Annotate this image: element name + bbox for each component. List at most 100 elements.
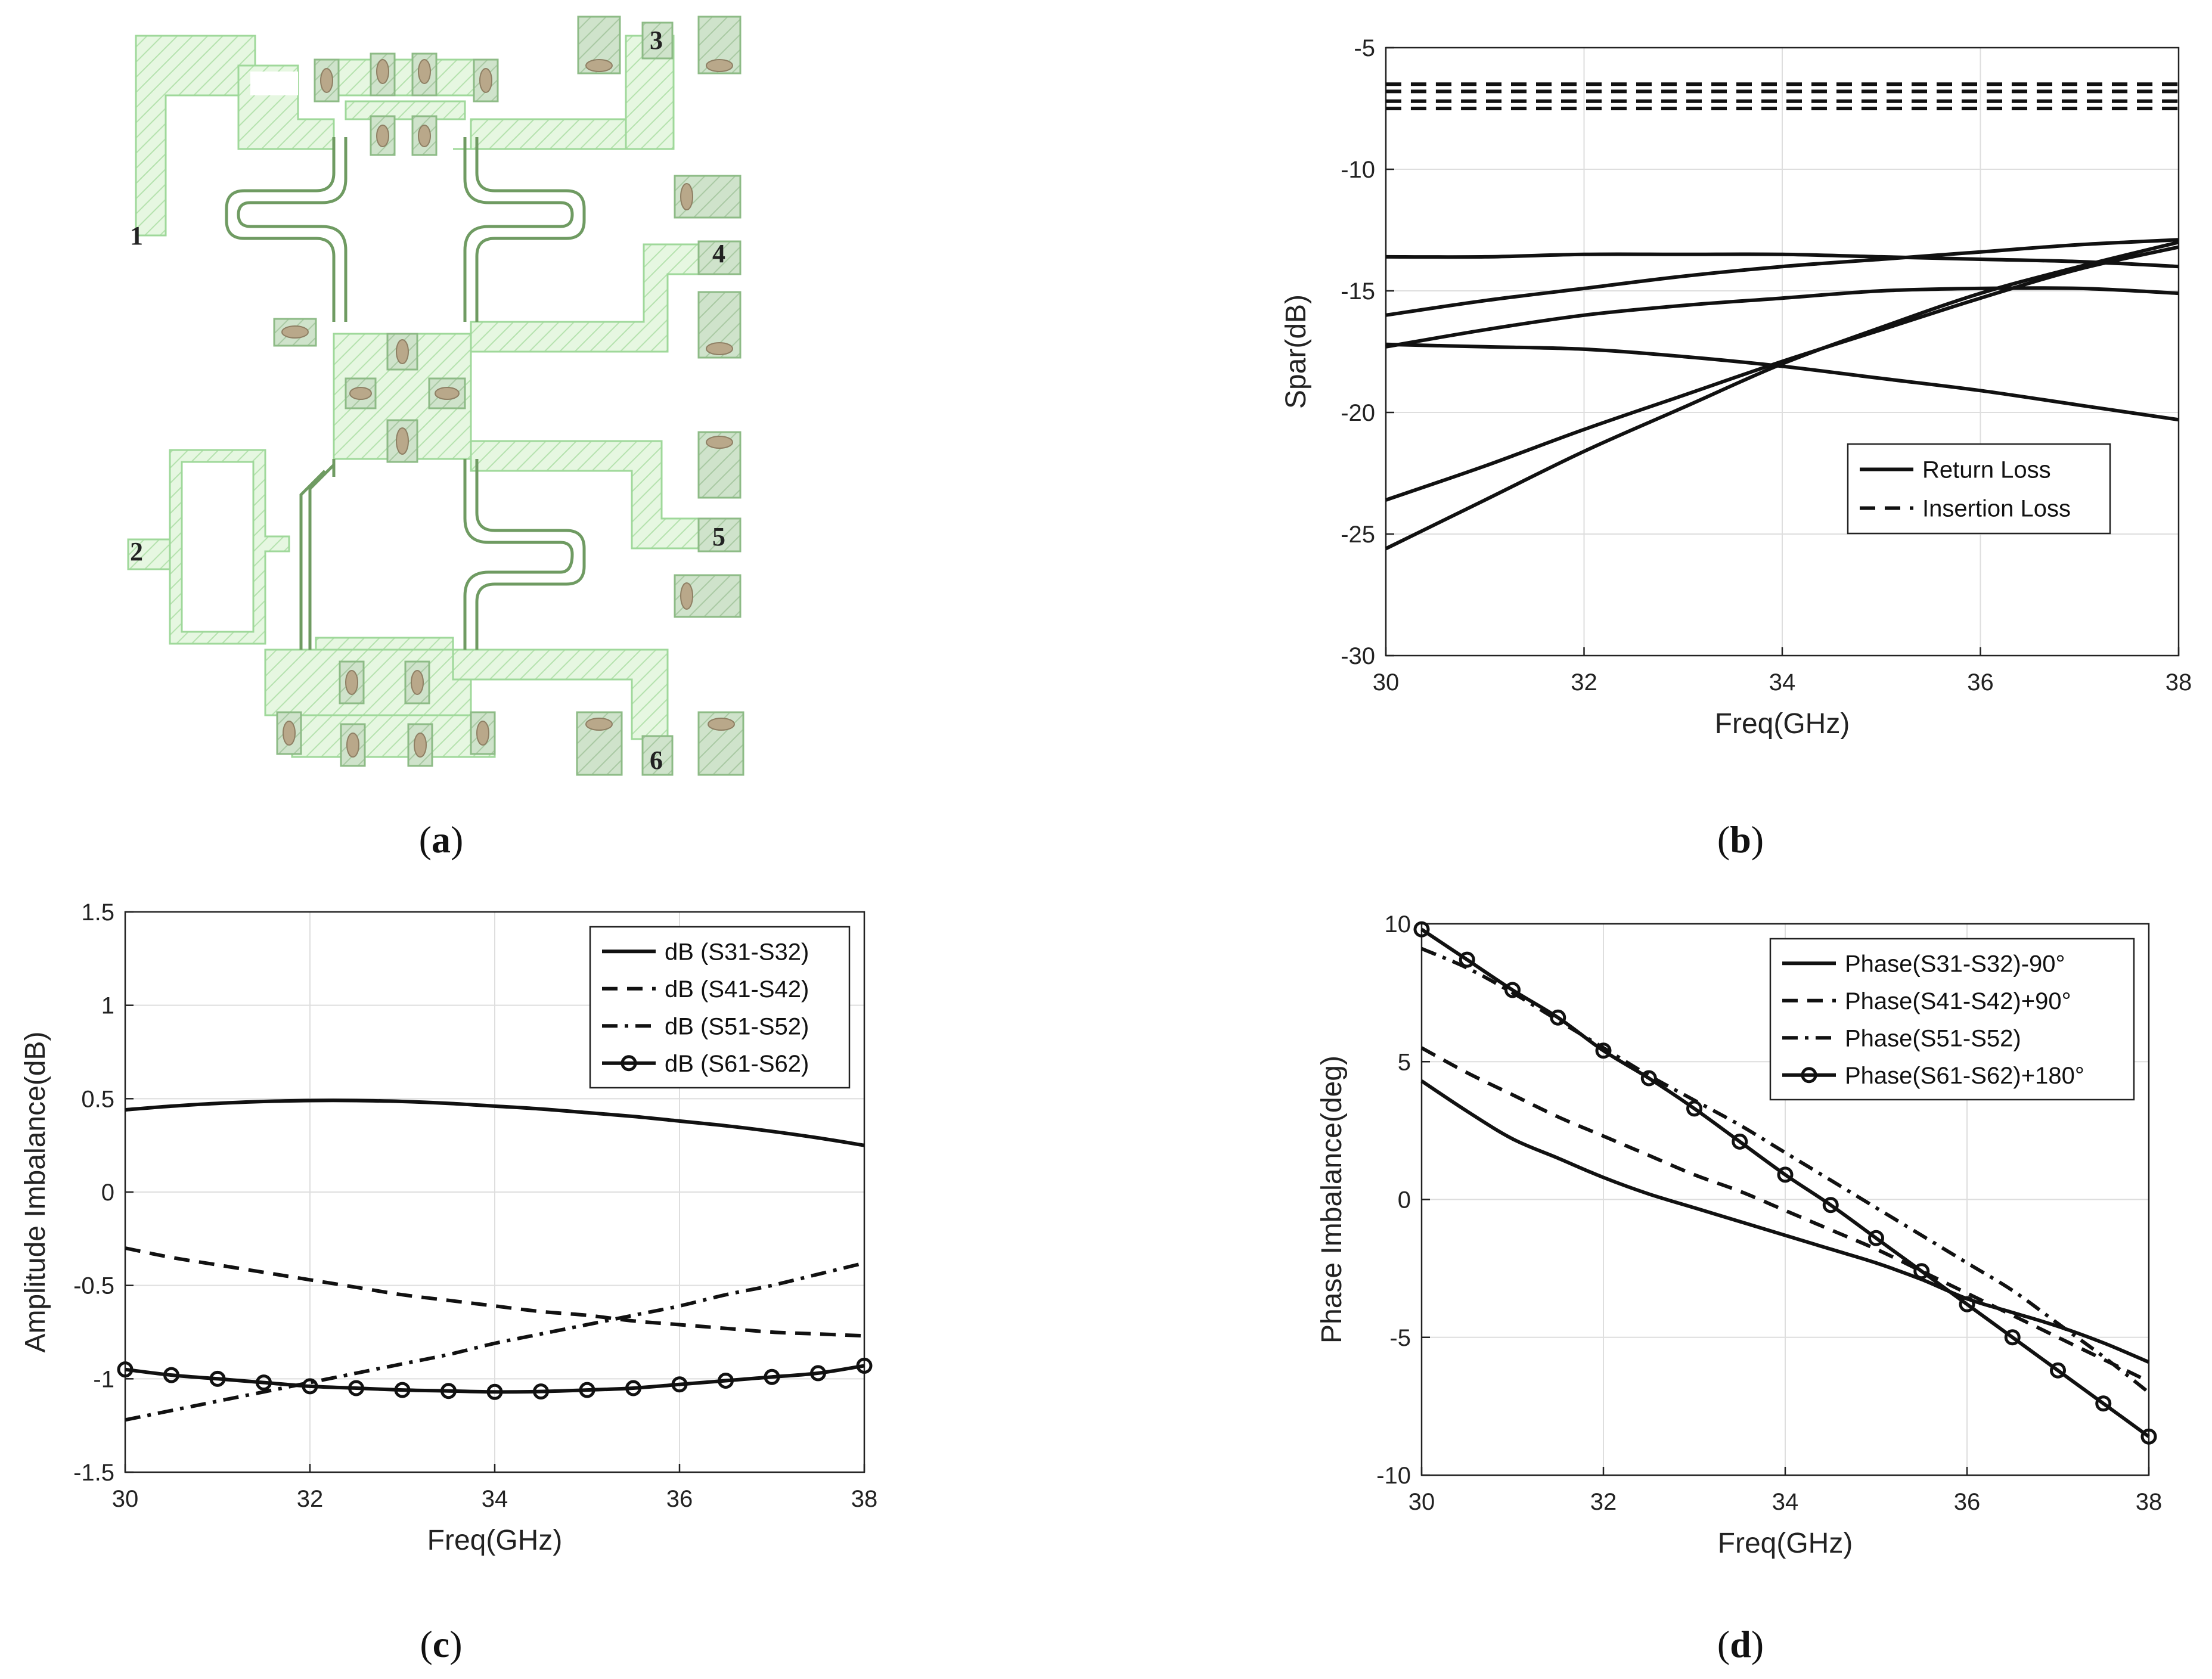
x-tick-label: 38 — [851, 1486, 878, 1512]
port-label-3: 3 — [650, 26, 663, 55]
port-label-4: 4 — [712, 239, 725, 268]
data-point-marker — [1913, 1263, 1930, 1280]
data-point-marker — [718, 1372, 734, 1389]
data-point-marker — [1504, 982, 1521, 998]
series-phase-s51-s52-line — [1420, 946, 2150, 1394]
caption-d: (d) — [1717, 1623, 1764, 1665]
pads — [273, 15, 744, 776]
legend-label: Insertion Loss — [1922, 496, 2071, 522]
data-point-marker — [440, 1383, 457, 1399]
y-axis-label: Amplitude Imbalance(dB) — [20, 1032, 51, 1353]
y-tick-label: 0 — [101, 1180, 114, 1206]
x-axis-label: Freq(GHz) — [1715, 708, 1850, 740]
y-tick-label: -0.5 — [73, 1273, 114, 1299]
series-return-loss-line — [1385, 245, 2179, 502]
series-return-loss-line — [1385, 286, 2179, 349]
series-return-loss-line — [1385, 252, 2179, 269]
x-tick-label: 32 — [1571, 669, 1597, 696]
data-point-marker — [163, 1367, 179, 1383]
data-point-marker — [1640, 1070, 1657, 1087]
y-tick-label: 1 — [101, 993, 114, 1019]
y-tick-label: -5 — [1354, 35, 1375, 61]
data-point-marker — [671, 1376, 688, 1393]
y-axis-label: Phase Imbalance(deg) — [1316, 1056, 1348, 1343]
x-tick-label: 32 — [1590, 1489, 1617, 1515]
data-point-marker — [1959, 1296, 1975, 1312]
y-tick-label: 0 — [1398, 1187, 1411, 1214]
data-point-marker — [579, 1382, 595, 1398]
y-tick-label: -5 — [1389, 1325, 1411, 1351]
x-tick-label: 34 — [1769, 669, 1796, 696]
y-tick-label: -30 — [1341, 643, 1375, 669]
x-axis-label: Freq(GHz) — [427, 1525, 563, 1556]
data-point-marker — [256, 1374, 272, 1391]
x-tick-label: 34 — [1772, 1489, 1799, 1515]
plot-frame — [124, 911, 865, 1473]
data-point-marker — [1777, 1166, 1794, 1183]
caption-b: (b) — [1717, 818, 1764, 861]
x-tick-label: 38 — [2136, 1489, 2163, 1515]
data-point-marker — [1595, 1042, 1612, 1059]
series-return-loss-line — [1385, 238, 2179, 317]
data-point-marker — [209, 1370, 226, 1387]
y-tick-label: -15 — [1341, 278, 1375, 305]
y-tick-label: -20 — [1341, 400, 1375, 426]
y-tick-label: -10 — [1341, 157, 1375, 183]
legend-label: dB (S41-S42) — [665, 976, 809, 1003]
x-tick-label: 36 — [1954, 1489, 1981, 1515]
chart-s-parameters: 30 32 34 36 38 -5 -10 -15 -20 -25 -30 Freq(GHz) Spar… — [1280, 35, 2192, 740]
data-point-marker — [625, 1380, 641, 1396]
caption-c: (c) — [420, 1623, 462, 1665]
y-tick-label: 0.5 — [81, 1086, 114, 1112]
x-tick-label: 30 — [1409, 1489, 1435, 1515]
y-tick-label: 5 — [1398, 1049, 1411, 1075]
data-point-marker — [1413, 921, 1430, 938]
port-label-5: 5 — [712, 522, 725, 551]
data-point-marker — [2140, 1428, 2157, 1445]
data-point-marker — [348, 1380, 364, 1396]
y-tick-label: -1 — [93, 1366, 114, 1392]
plot-frame — [1420, 923, 2150, 1476]
coupled-lines — [225, 137, 586, 650]
legend: dB (S31-S32) dB (S41-S42) dB (S51-S52) dB (… — [589, 926, 851, 1089]
y-tick-label: -1.5 — [73, 1460, 114, 1486]
data-point-marker — [810, 1365, 826, 1382]
port-label-6: 6 — [650, 746, 663, 775]
series-db-s51-s52-line — [125, 1261, 865, 1422]
x-tick-label: 36 — [666, 1486, 693, 1512]
port-label-1: 1 — [130, 221, 143, 250]
legend-label: dB (S51-S52) — [665, 1013, 809, 1039]
series-phase-s61-s62-180-line — [1420, 927, 2150, 1438]
legend-marker — [1801, 1067, 1817, 1084]
series-return-loss-line — [1385, 342, 2179, 422]
legend-label: dB (S61-S62) — [665, 1051, 809, 1077]
plot-frame — [1385, 46, 2180, 657]
legend-box — [1847, 443, 2111, 535]
data-point-marker — [1550, 1009, 1566, 1026]
series-phase-s31-s32-90-line — [1420, 1079, 2150, 1364]
y-tick-label: -25 — [1341, 522, 1375, 548]
legend: Return Loss Insertion Loss — [1847, 443, 2111, 535]
data-point-marker — [1459, 951, 1475, 968]
data-point-marker — [486, 1383, 503, 1400]
data-point-marker — [1868, 1230, 1884, 1246]
legend-box — [1769, 938, 2135, 1101]
data-point-marker — [302, 1378, 318, 1395]
data-point-marker — [1732, 1133, 1748, 1150]
x-tick-label: 30 — [1373, 669, 1400, 696]
caption-a: (a) — [419, 818, 464, 861]
series-return-loss-line — [1385, 240, 2179, 551]
legend-box — [589, 926, 851, 1089]
legend-label: Phase(S61-S62)+180° — [1845, 1063, 2084, 1089]
series-db-s61-s62-line — [125, 1364, 865, 1394]
loop-cutout — [181, 461, 255, 633]
series-db-s31-s32-line — [125, 1098, 865, 1147]
data-point-marker — [2050, 1362, 2066, 1379]
circuit-layout: 1 2 3 4 5 6 — [127, 15, 744, 776]
x-tick-label: 30 — [112, 1486, 139, 1512]
x-tick-label: 38 — [2166, 669, 2192, 696]
legend-label: Phase(S51-S52) — [1845, 1025, 2021, 1051]
legend-label: Phase(S41-S42)+90° — [1845, 988, 2071, 1014]
legend-label: Return Loss — [1922, 457, 2051, 483]
